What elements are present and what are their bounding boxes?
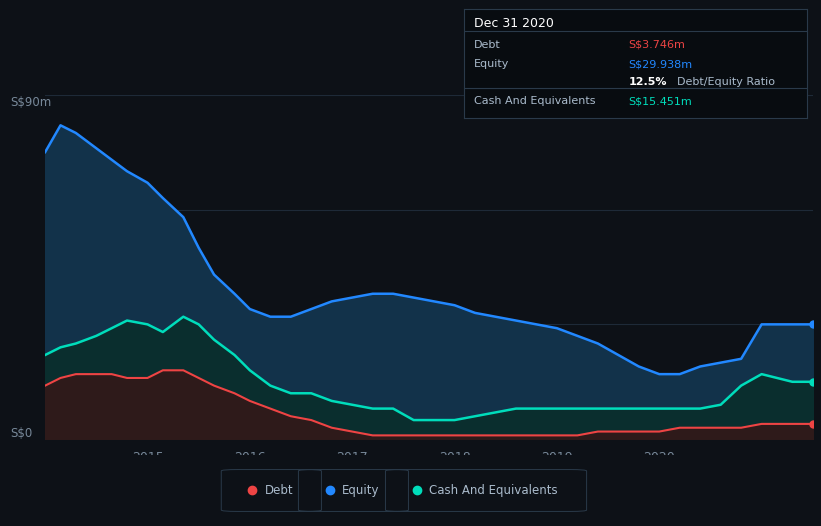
Text: Debt: Debt	[475, 39, 501, 49]
Text: Cash And Equivalents: Cash And Equivalents	[429, 484, 557, 497]
Text: Dec 31 2020: Dec 31 2020	[475, 17, 554, 29]
Text: S$90m: S$90m	[10, 96, 51, 109]
Text: Equity: Equity	[342, 484, 379, 497]
Text: Cash And Equivalents: Cash And Equivalents	[475, 96, 596, 106]
Text: 12.5%: 12.5%	[629, 77, 667, 87]
Text: Debt/Equity Ratio: Debt/Equity Ratio	[677, 77, 775, 87]
Text: S$15.451m: S$15.451m	[629, 96, 692, 106]
Text: S$3.746m: S$3.746m	[629, 39, 686, 49]
Text: S$0: S$0	[10, 428, 32, 440]
Text: Equity: Equity	[475, 59, 510, 69]
Text: Debt: Debt	[264, 484, 293, 497]
Text: S$29.938m: S$29.938m	[629, 59, 693, 69]
